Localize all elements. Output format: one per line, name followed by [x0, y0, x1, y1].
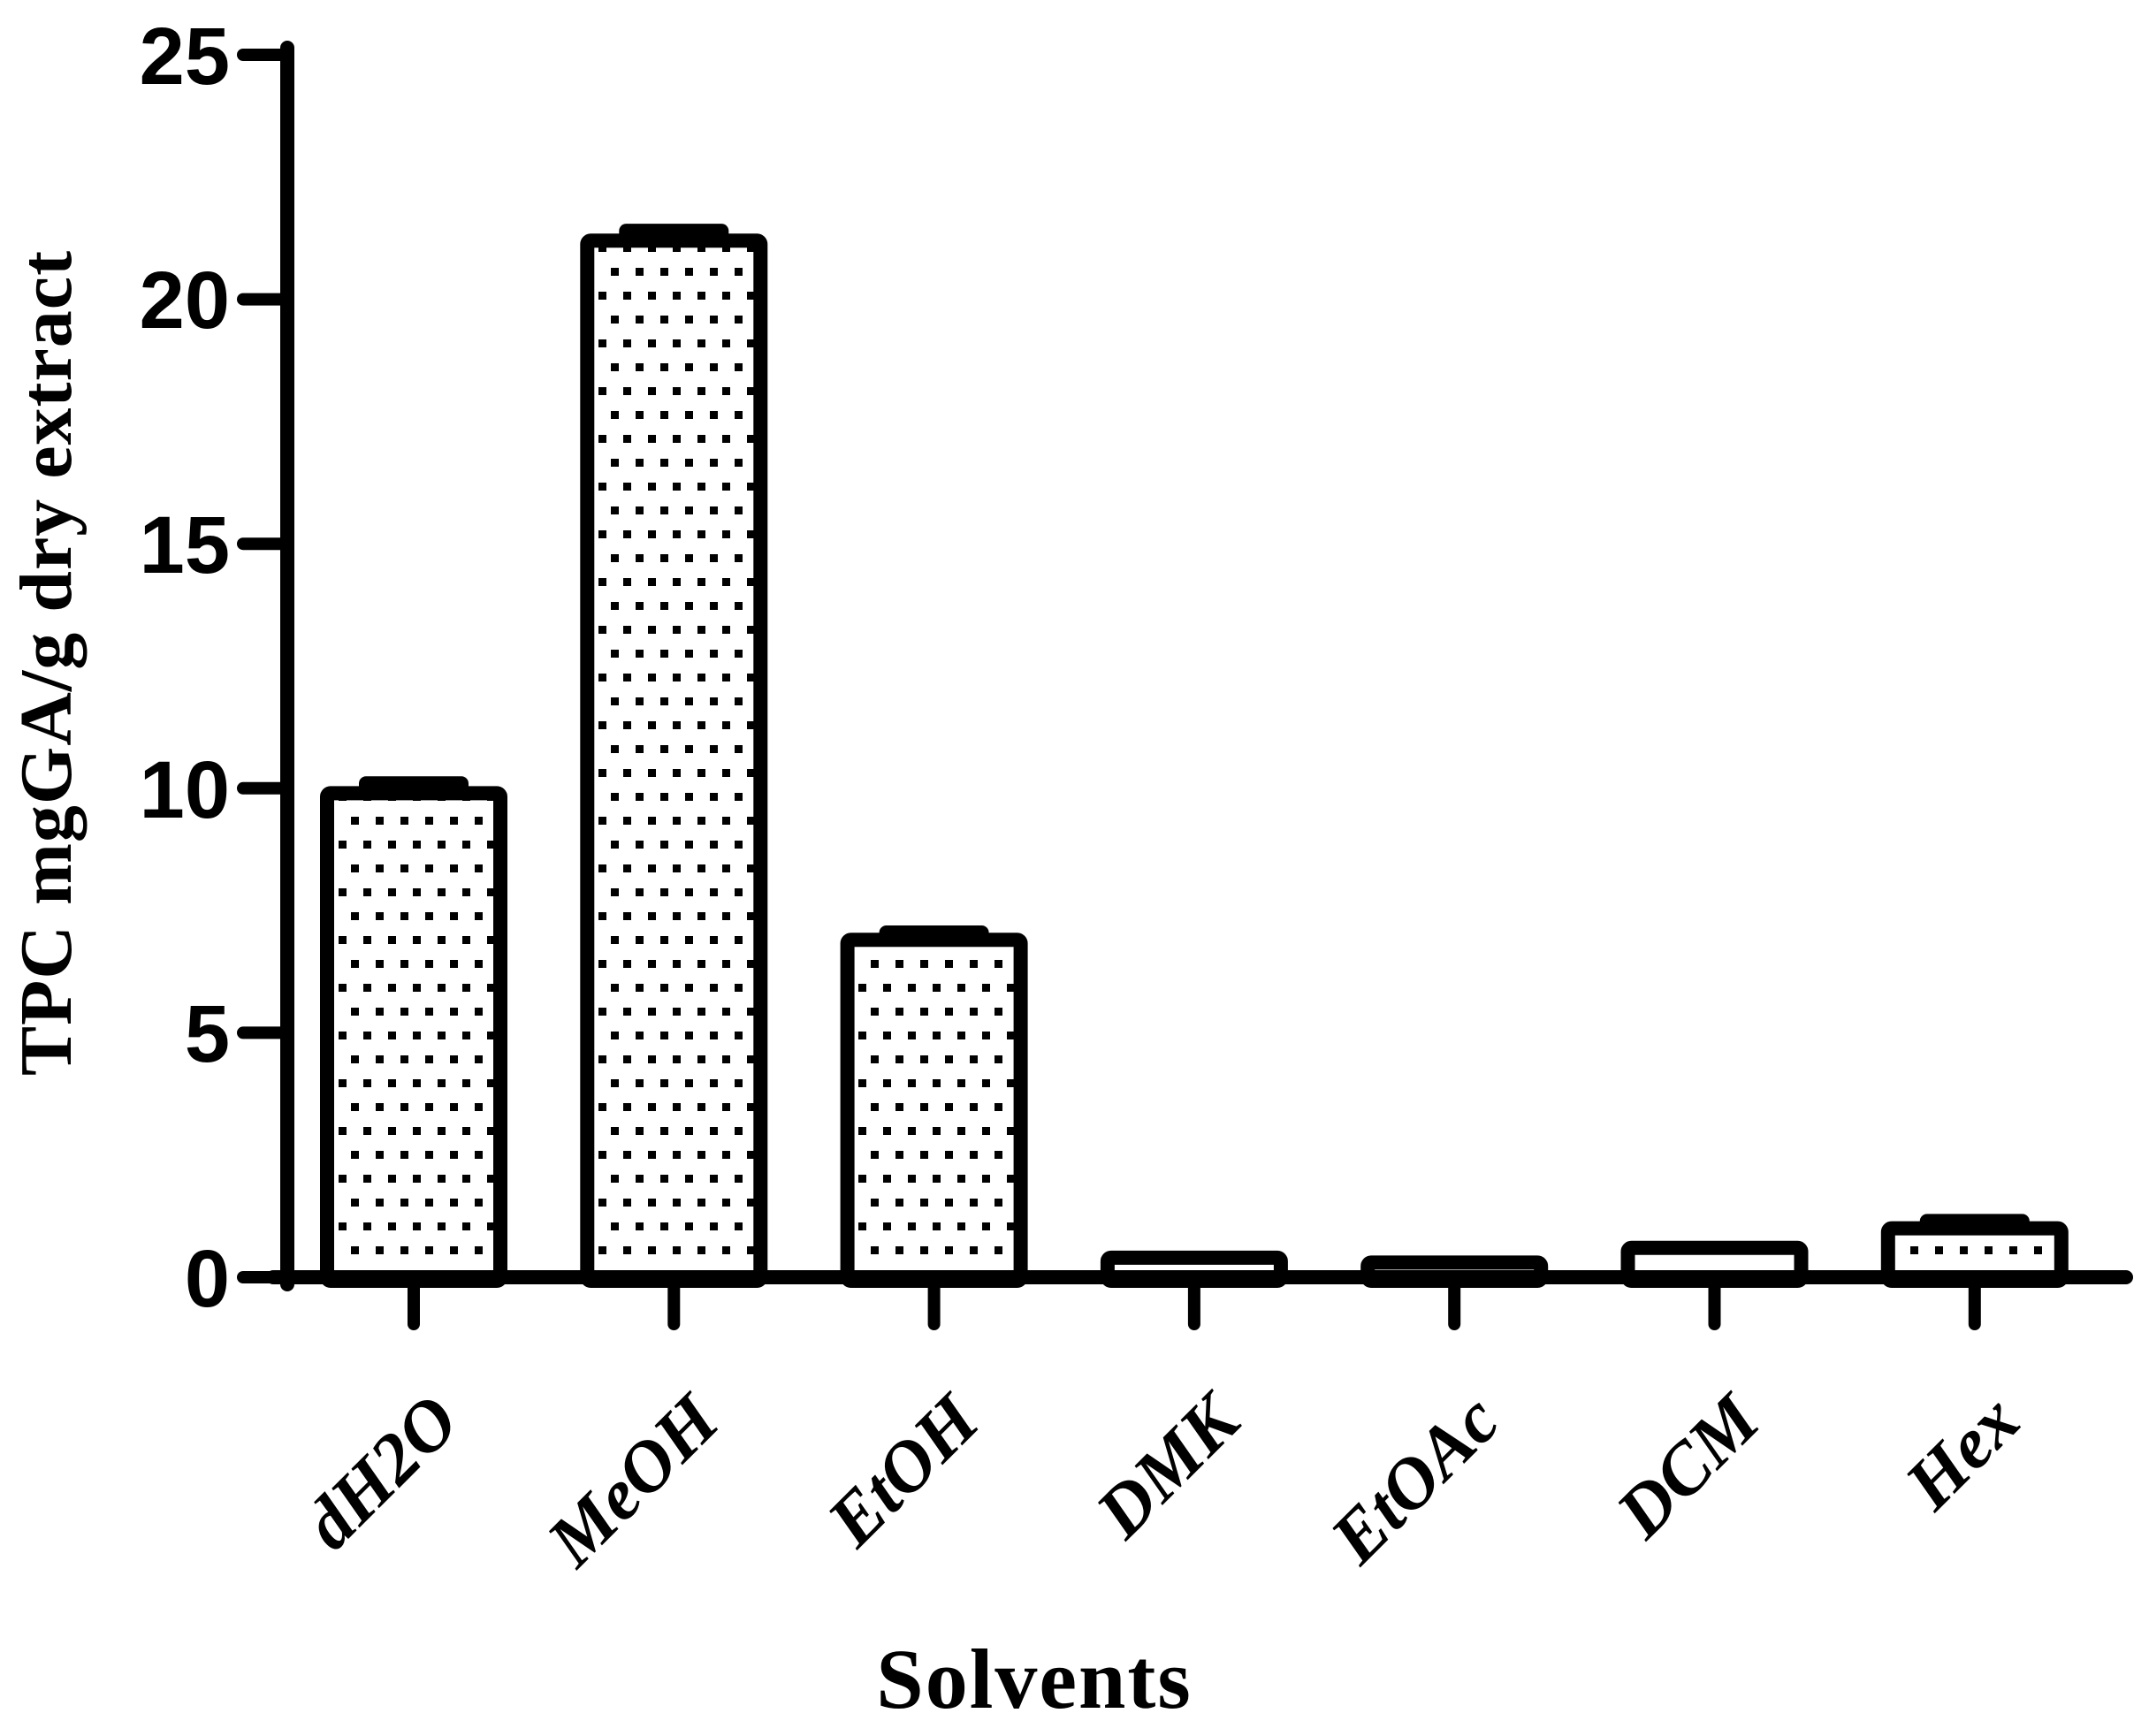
y-tick-label: 5 — [185, 989, 230, 1079]
x-axis-title: Solvents — [876, 1632, 1192, 1726]
category-label: dH2O — [288, 1379, 473, 1564]
y-tick-label: 0 — [185, 1234, 230, 1324]
y-tick-label: 10 — [140, 745, 230, 835]
category-labels: dH2O MeOH EtOH DMK EtOAc DCM Hex — [288, 1376, 2034, 1583]
category-label: DMK — [1079, 1376, 1257, 1554]
bar — [580, 233, 768, 1289]
category-label: MeOH — [530, 1378, 735, 1583]
y-axis-ticks — [237, 49, 286, 1283]
bar-series — [320, 224, 2069, 1289]
bar — [840, 933, 1028, 1288]
category-label: DCM — [1600, 1377, 1776, 1553]
y-tick-label: 15 — [140, 500, 230, 590]
y-axis: 0 5 10 15 20 25 — [140, 11, 294, 1324]
bar — [320, 786, 507, 1288]
x-axis: dH2O MeOH EtOH DMK EtOAc DCM Hex — [266, 1270, 2133, 1583]
y-tick-label: 20 — [140, 255, 230, 346]
category-label: Hex — [1889, 1379, 2035, 1525]
category-label: EtOAc — [1315, 1379, 1514, 1579]
x-axis-ticks — [408, 1278, 1981, 1330]
y-tick-label: 25 — [140, 11, 230, 102]
y-axis-title: TPC mgGA/g dry extract — [5, 250, 88, 1076]
category-label: EtOH — [812, 1378, 995, 1562]
